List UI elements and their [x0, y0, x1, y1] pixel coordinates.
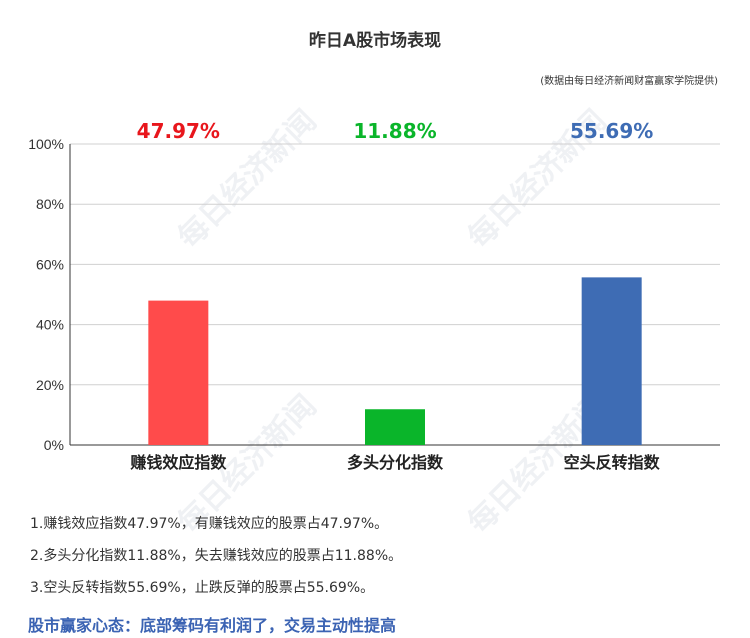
bar	[365, 409, 425, 445]
notes-list: 1.赚钱效应指数47.97%，有赚钱效应的股票占47.97%。 2.多头分化指数…	[30, 508, 402, 604]
data-label: 47.97%	[137, 119, 220, 143]
data-label: 55.69%	[570, 119, 653, 143]
note-line: 3.空头反转指数55.69%，止跌反弹的股票占55.69%。	[30, 580, 375, 596]
bar	[148, 300, 209, 445]
x-tick-label: 赚钱效应指数	[129, 453, 227, 472]
y-tick-label: 100%	[28, 136, 64, 152]
x-tick-label: 空头反转指数	[564, 453, 661, 472]
y-tick-label: 40%	[36, 317, 64, 333]
note-line: 2.多头分化指数11.88%，失去赚钱效应的股票占11.88%。	[30, 548, 403, 564]
data-label: 11.88%	[353, 119, 436, 143]
y-tick-label: 20%	[36, 377, 64, 393]
summary-text: 股市赢家心态：底部筹码有利润了，交易主动性提高	[28, 616, 397, 635]
x-tick-label: 多头分化指数	[347, 453, 444, 472]
source-note: (数据由每日经济新闻财富赢家学院提供)	[540, 76, 718, 87]
y-tick-label: 60%	[36, 256, 64, 272]
note-line: 1.赚钱效应指数47.97%，有赚钱效应的股票占47.97%。	[30, 516, 389, 532]
chart-title: 昨日A股市场表现	[308, 31, 442, 51]
bar-chart: 0% 20% 40% 60% 80% 100% 赚钱效应指数 47.97% 多头分化指数 11.8…	[28, 119, 720, 472]
bar	[581, 277, 642, 445]
y-tick-label: 80%	[36, 196, 64, 212]
y-tick-label: 0%	[44, 437, 64, 453]
